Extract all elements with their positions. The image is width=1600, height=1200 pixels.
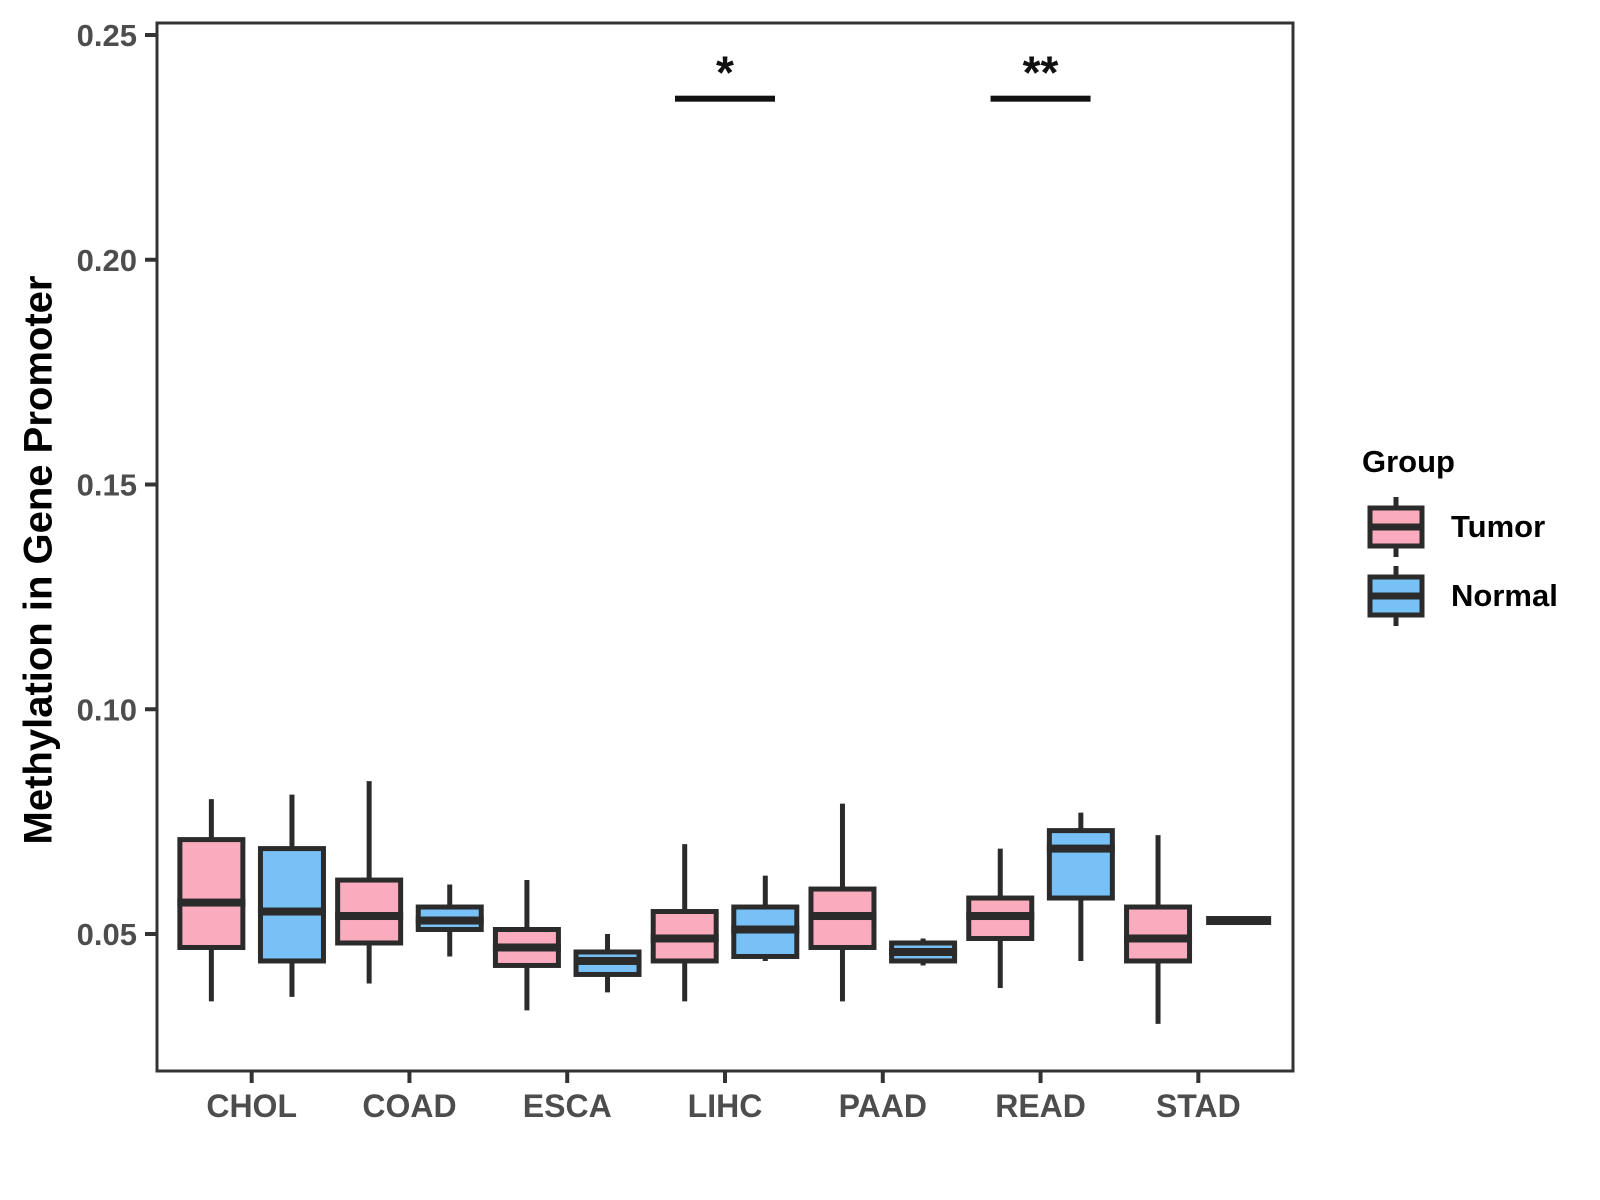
box-normal-read [1046, 828, 1115, 901]
median-tumor-lihc [650, 934, 719, 943]
x-tick-label-lihc: LIHC [688, 1088, 763, 1124]
median-normal-chol [257, 907, 326, 916]
legend: Group Tumor Normal [1332, 444, 1592, 634]
median-normal-read [1046, 844, 1115, 853]
legend-item-normal: Normal [1366, 565, 1592, 627]
median-tumor-paad [808, 912, 877, 921]
y-tick-label: 0.05 [77, 917, 137, 952]
median-normal-esca [573, 956, 642, 965]
significance-label-read: ** [1023, 47, 1059, 99]
y-axis-title: Methylation in Gene Promoter [16, 275, 61, 845]
legend-title: Group [1362, 444, 1455, 479]
box-tumor-chol [177, 837, 246, 950]
normal-boxplot-key-icon [1367, 566, 1425, 626]
significance-label-lihc: * [716, 47, 734, 99]
y-tick-label: 0.20 [77, 243, 137, 278]
box-normal-chol [257, 846, 326, 964]
panel-border [155, 21, 1295, 1073]
legend-label-normal: Normal [1451, 578, 1558, 613]
x-tick-label-read: READ [995, 1088, 1086, 1124]
median-tumor-coad [335, 912, 404, 921]
box-tumor-stad [1124, 904, 1193, 964]
y-tick-label: 0.10 [77, 692, 137, 727]
x-tick-label-paad: PAAD [839, 1088, 927, 1124]
median-normal-paad [889, 947, 958, 956]
median-tumor-esca [492, 943, 561, 952]
y-tick-label: 0.25 [77, 18, 137, 53]
box-tumor-coad [335, 877, 404, 946]
median-tumor-chol [177, 898, 246, 907]
x-tick-label-esca: ESCA [523, 1088, 612, 1124]
significance-bar-lihc [675, 95, 775, 102]
x-tick-label-chol: CHOL [206, 1088, 297, 1124]
x-tick-label-stad: STAD [1156, 1088, 1241, 1124]
y-tick-label: 0.15 [77, 468, 137, 503]
legend-item-tumor: Tumor [1366, 496, 1592, 558]
median-normal-lihc [731, 925, 800, 934]
median-normal-coad [415, 916, 484, 925]
significance-bar-read [990, 95, 1091, 102]
median-tumor-stad [1124, 934, 1193, 943]
x-tick-label-coad: COAD [362, 1088, 456, 1124]
median-tumor-read [966, 912, 1035, 921]
tumor-boxplot-key-icon [1367, 497, 1425, 557]
legend-label-tumor: Tumor [1451, 509, 1546, 544]
median-normal-stad [1206, 916, 1272, 926]
